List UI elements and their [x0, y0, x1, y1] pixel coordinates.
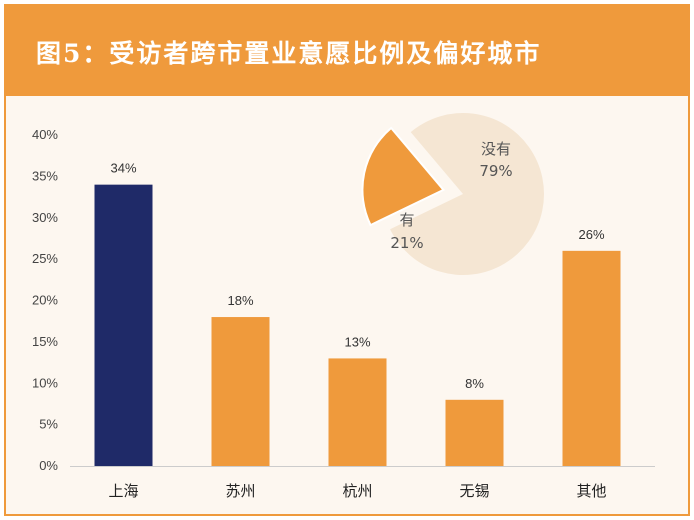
- pie-slice: [390, 113, 544, 276]
- bar-series: 34% 上海 18% 苏州 13% 杭州 8% 无锡 26% 其他: [94, 161, 621, 500]
- bar: [445, 399, 504, 466]
- bar: [328, 358, 387, 466]
- data-label: 26%: [578, 227, 604, 242]
- pie-slice: [361, 126, 446, 227]
- category-label: 其他: [576, 482, 606, 500]
- y-tick-label: 15%: [32, 334, 58, 349]
- y-tick-label: 20%: [32, 293, 58, 308]
- data-label: 18%: [227, 293, 253, 308]
- category-label: 苏州: [225, 482, 255, 500]
- y-tick-label: 5%: [39, 417, 58, 432]
- category-label: 无锡: [459, 482, 489, 500]
- chart-title: 图5：受访者跨市置业意愿比例及偏好城市: [36, 39, 542, 68]
- data-label: 34%: [110, 161, 136, 176]
- pie-label: 21%: [390, 234, 423, 252]
- pie-label: 79%: [479, 162, 512, 180]
- category-label: 上海: [108, 482, 138, 500]
- bar: [94, 184, 153, 466]
- y-axis: 0% 5% 10% 15% 20% 25% 30% 35% 40%: [32, 127, 655, 473]
- pie-label: 没有: [481, 140, 511, 158]
- y-tick-label: 0%: [39, 458, 58, 473]
- bar: [562, 250, 621, 466]
- data-label: 13%: [344, 334, 370, 349]
- pie-label: 有: [399, 211, 414, 229]
- category-label: 杭州: [342, 482, 372, 500]
- y-tick-label: 40%: [32, 127, 58, 142]
- y-tick-label: 10%: [32, 375, 58, 390]
- y-tick-label: 30%: [32, 210, 58, 225]
- data-label: 8%: [465, 376, 484, 391]
- bar: [211, 317, 270, 466]
- y-tick-label: 25%: [32, 251, 58, 266]
- y-tick-label: 35%: [32, 168, 58, 183]
- chart-header: 图5：受访者跨市置业意愿比例及偏好城市: [6, 6, 688, 96]
- pie-chart: 没有 79% 有 21%: [361, 113, 544, 276]
